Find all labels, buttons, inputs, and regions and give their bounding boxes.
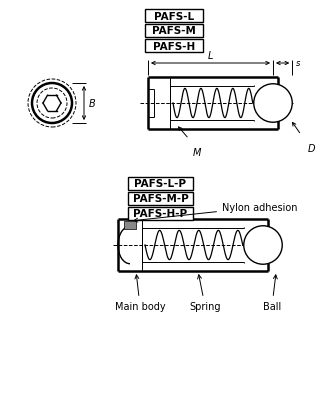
Text: Nylon adhesion: Nylon adhesion xyxy=(134,202,297,222)
Circle shape xyxy=(244,226,282,265)
Text: PAFS-L-P: PAFS-L-P xyxy=(135,179,187,189)
Text: PAFS-L: PAFS-L xyxy=(154,11,194,21)
Circle shape xyxy=(37,89,67,119)
Text: s: s xyxy=(296,59,301,68)
Bar xyxy=(128,193,193,205)
Text: Main body: Main body xyxy=(115,275,165,311)
Bar xyxy=(145,10,203,23)
Text: PAFS-M: PAFS-M xyxy=(152,27,196,36)
Circle shape xyxy=(28,80,76,128)
Text: Ball: Ball xyxy=(263,275,281,311)
Bar xyxy=(128,178,193,191)
Bar xyxy=(128,207,193,220)
Bar xyxy=(145,25,203,38)
Text: PAFS-H-P: PAFS-H-P xyxy=(134,209,188,219)
Text: Spring: Spring xyxy=(189,275,221,311)
Bar xyxy=(124,221,136,229)
Bar xyxy=(145,40,203,53)
Text: D: D xyxy=(307,144,315,154)
Circle shape xyxy=(32,84,72,124)
Text: M: M xyxy=(193,148,202,157)
Text: PAFS-H: PAFS-H xyxy=(153,41,195,52)
Text: PAFS-M-P: PAFS-M-P xyxy=(133,194,188,204)
Text: B: B xyxy=(89,99,96,109)
Circle shape xyxy=(254,85,292,123)
Text: L: L xyxy=(208,51,213,61)
